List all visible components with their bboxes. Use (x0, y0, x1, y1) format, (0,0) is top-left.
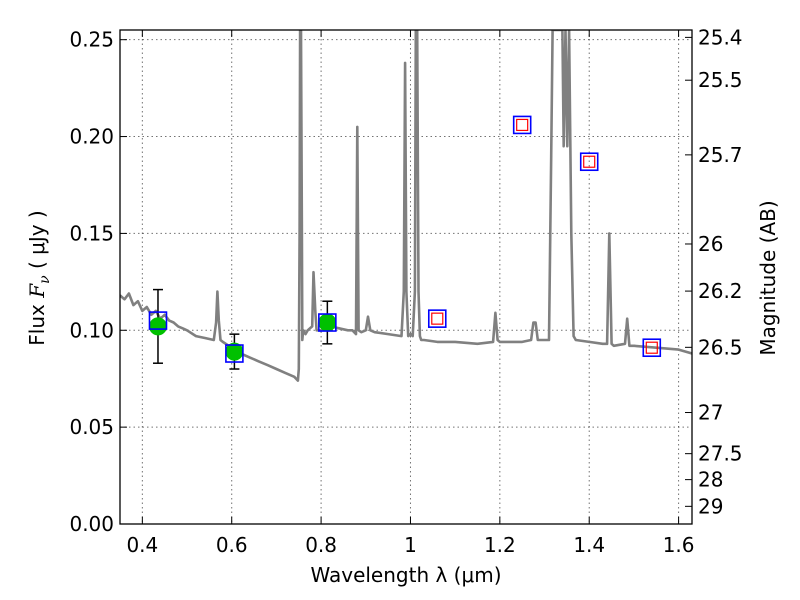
y-axis-title-symbol: F (25, 283, 49, 299)
y-tick-label: 0.25 (69, 28, 114, 52)
y2-tick-label: 27 (698, 401, 723, 425)
plot-frame (119, 29, 693, 525)
model-flux-inner-marker (583, 155, 596, 168)
photometry-point (318, 313, 337, 332)
data-layer (120, 30, 692, 382)
x-tick-label: 1.6 (663, 533, 695, 557)
y2-axis-title: Magnitude (AB) (756, 200, 780, 355)
model-flux-marker (318, 313, 337, 332)
marker-layer (148, 115, 662, 370)
y2-tick-label: 26 (698, 232, 723, 256)
y-axis-title-post: ( μJy ) (25, 210, 49, 275)
y-tick-label: 0.10 (69, 318, 114, 342)
y2-tick-label: 25.7 (698, 143, 743, 167)
model-flux-marker (512, 115, 532, 135)
model-flux-marker (225, 344, 244, 363)
y2-tick-label: 26.2 (698, 279, 743, 303)
y-axis-title-pre: Flux (25, 298, 49, 346)
y2-tick-label: 25.4 (698, 25, 743, 49)
y-tick-label: 0.00 (69, 512, 114, 536)
photometry-point (148, 317, 167, 336)
y2-tick-label: 29 (698, 494, 723, 518)
x-tick-label: 0.4 (126, 533, 158, 557)
x-tick-label: 1.2 (484, 533, 516, 557)
y-tick-label: 0.05 (69, 415, 114, 439)
model-flux-inner-marker (645, 341, 658, 354)
spectrum-line (120, 30, 692, 382)
x-tick-label: 1.4 (573, 533, 605, 557)
x-tick-label: 0.6 (216, 533, 248, 557)
y2-tick-label: 27.5 (698, 442, 743, 466)
y-tick-label: 0.20 (69, 125, 114, 149)
model-flux-marker (427, 309, 447, 328)
x-axis-title: Wavelength λ (μm) (310, 563, 501, 587)
model-flux-inner-marker (431, 312, 444, 325)
model-flux-marker (148, 311, 168, 330)
y-axis-title-subscript: ν (37, 275, 53, 284)
model-flux-marker (579, 152, 599, 172)
y-tick-label: 0.15 (69, 221, 114, 245)
y2-tick-label: 28 (698, 468, 723, 492)
y2-tick-label: 25.5 (698, 68, 743, 92)
x-tick-label: 1 (404, 533, 417, 557)
axes: 0.4 0.6 0.8 1 1.2 1.4 1.6 0.00 0.05 0.10 0.15 0.20 0… (69, 25, 742, 557)
x-tick-label: 0.8 (305, 533, 337, 557)
y2-tick-label: 26.5 (698, 335, 743, 359)
y-axis-title: Flux Fν ( μJy ) (25, 210, 53, 345)
model-flux-marker (642, 338, 662, 358)
model-flux-inner-marker (516, 118, 529, 132)
